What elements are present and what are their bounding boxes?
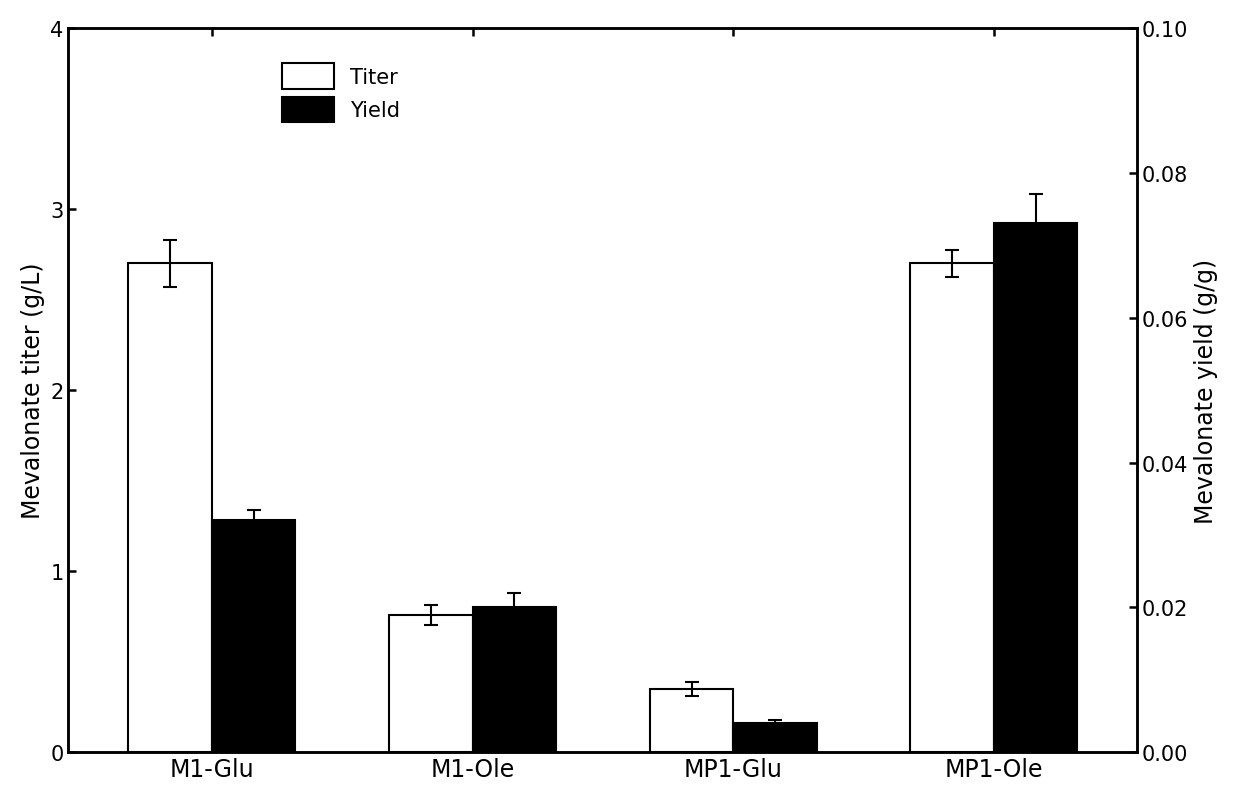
Bar xyxy=(649,689,733,752)
Bar xyxy=(129,264,212,752)
Legend: Titer, Yield: Titer, Yield xyxy=(271,54,411,134)
Y-axis label: Mevalonate yield (g/g): Mevalonate yield (g/g) xyxy=(1194,258,1218,523)
Bar xyxy=(389,615,472,752)
Y-axis label: Mevalonate titer (g/L): Mevalonate titer (g/L) xyxy=(21,262,45,519)
Bar xyxy=(212,520,295,752)
Bar xyxy=(472,608,556,752)
Bar xyxy=(911,264,994,752)
Bar xyxy=(733,723,817,752)
Bar xyxy=(994,225,1077,752)
